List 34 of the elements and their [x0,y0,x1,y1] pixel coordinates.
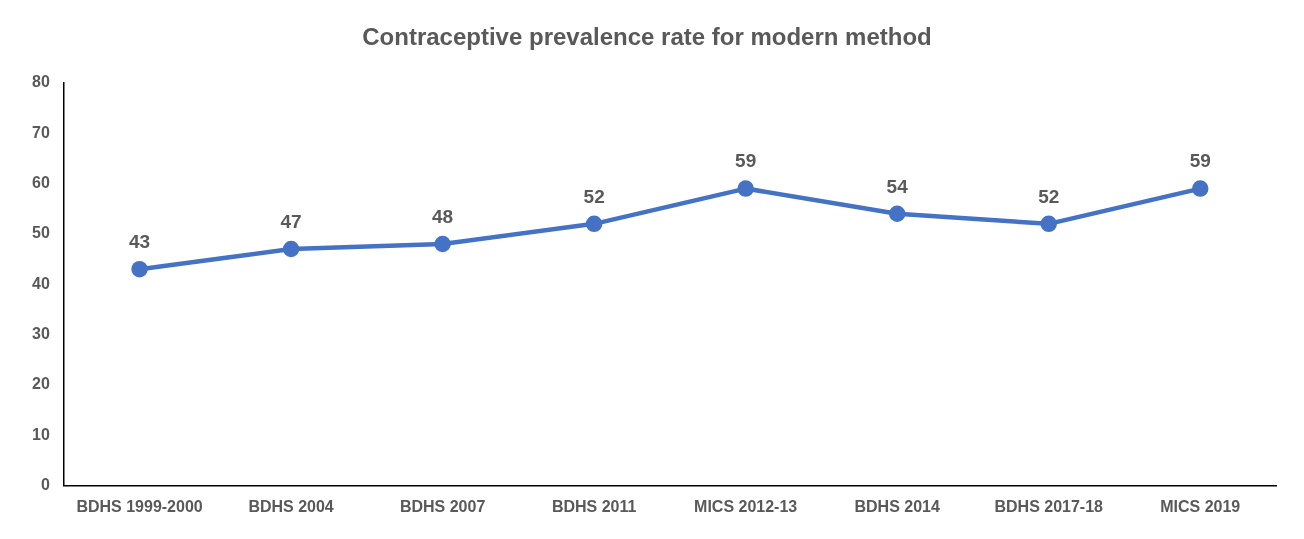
data-label: 48 [432,205,454,227]
x-tick-label: BDHS 2004 [248,497,334,515]
chart-title: Contraceptive prevalence rate for modern method [362,23,932,51]
data-label: 47 [280,210,302,232]
x-tick-label: BDHS 1999-2000 [76,497,203,515]
x-tick-label: BDHS 2014 [854,497,940,515]
point [434,235,451,253]
y-tick-label: 70 [32,123,50,141]
x-tick-label: BDHS 2017-18 [994,497,1104,515]
point [131,260,148,278]
point [585,215,603,233]
y-tick-label: 80 [32,73,50,91]
y-tick-label: 50 [32,224,50,242]
data-label: 52 [583,185,605,207]
point [737,180,754,197]
y-tick-label: 10 [32,425,50,443]
point [282,240,300,258]
point [888,205,906,223]
point [1040,215,1057,233]
point [1191,180,1209,197]
x-tick-label: BDHS 2011 [551,497,637,515]
y-tick-label: 40 [32,274,50,292]
data-label: 59 [735,150,757,172]
y-tick-label: 60 [32,173,50,191]
y-tick-label: 30 [32,325,50,343]
x-tick-label: MICS 2019 [1160,497,1241,515]
y-tick-label: 0 [40,476,50,494]
data-label: 59 [1189,150,1211,172]
data-label: 52 [1038,185,1060,207]
data-label: 54 [886,175,909,197]
data-label: 43 [128,230,151,252]
x-tick-label: BDHS 2007 [399,497,486,515]
y-tick-label: 20 [32,375,50,393]
x-tick-label: MICS 2012-13 [694,497,798,515]
